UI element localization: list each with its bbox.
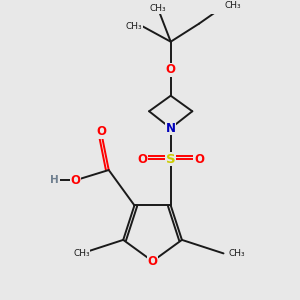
Text: H: H: [50, 175, 59, 185]
Text: CH₃: CH₃: [225, 1, 241, 10]
Text: O: O: [137, 153, 147, 166]
Text: O: O: [148, 255, 158, 268]
Text: S: S: [166, 153, 175, 166]
Text: O: O: [166, 64, 176, 76]
Text: CH₃: CH₃: [149, 4, 166, 13]
Text: CH₃: CH₃: [73, 249, 90, 258]
Text: O: O: [70, 174, 80, 187]
Text: O: O: [96, 125, 106, 138]
Text: O: O: [194, 153, 204, 166]
Text: CH₃: CH₃: [229, 249, 245, 258]
Text: N: N: [166, 122, 176, 135]
Text: CH₃: CH₃: [126, 22, 142, 31]
